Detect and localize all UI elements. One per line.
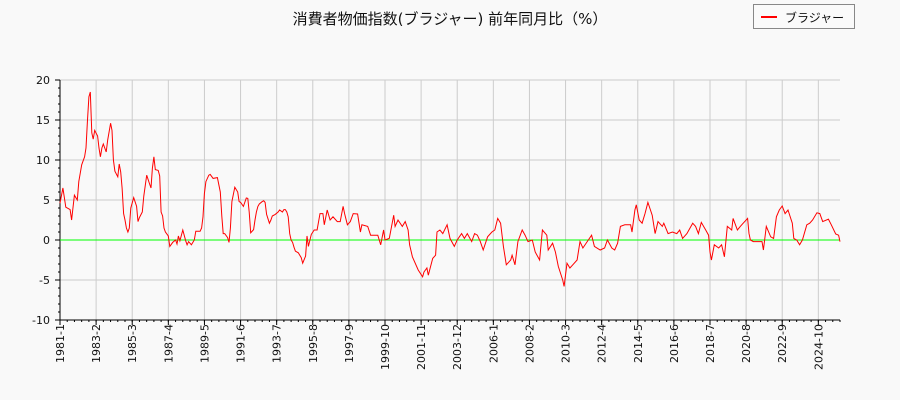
y-tick-label: 0: [43, 234, 50, 247]
x-tick-label: 2006-1: [487, 324, 500, 363]
y-tick-label: 15: [36, 114, 50, 127]
x-tick-label: 1985-3: [126, 324, 139, 363]
legend-label: ブラジャー: [785, 11, 845, 25]
x-tick-label: 2024-10: [812, 324, 825, 370]
x-tick-label: 2020-8: [740, 324, 753, 363]
x-tick-label: 2018-7: [704, 324, 717, 363]
x-tick-label: 1993-7: [271, 324, 284, 363]
grid: [59, 79, 840, 321]
x-tick-label: 1981-1: [54, 324, 67, 363]
y-tick-label: -10: [32, 314, 50, 327]
x-tick-label: 1987-4: [162, 324, 175, 363]
y-axis-ticks: -10 -5 0 5 10 15 20: [32, 74, 60, 327]
legend-swatch: [761, 16, 777, 18]
x-tick-label: 2022-9: [776, 324, 789, 363]
series-line-brassiere: [59, 91, 841, 287]
legend: ブラジャー: [753, 4, 855, 29]
x-axis-ticks: 1981-1 1983-2 1985-3 1987-4 1989-5 1991-6 1993…: [54, 320, 841, 370]
x-tick-label: 1999-10: [379, 324, 392, 370]
y-tick-label: -5: [39, 274, 50, 287]
x-tick-label: 1983-2: [90, 324, 103, 363]
x-tick-label: 2012-4: [596, 324, 609, 363]
x-tick-label: 1997-9: [343, 324, 356, 363]
chart-title: 消費者物価指数(ブラジャー) 前年同月比（%）: [293, 10, 608, 28]
y-tick-label: 5: [43, 194, 50, 207]
y-tick-label: 10: [36, 154, 50, 167]
x-tick-label: 2016-6: [668, 324, 681, 363]
x-tick-label: 2001-11: [415, 324, 428, 370]
x-tick-label: 2003-12: [451, 324, 464, 370]
x-tick-label: 1995-8: [307, 324, 320, 363]
x-tick-label: 1991-6: [235, 324, 248, 363]
x-tick-label: 2008-2: [523, 324, 536, 363]
x-tick-label: 2010-3: [560, 324, 573, 363]
y-tick-label: 20: [36, 74, 50, 87]
x-tick-label: 2014-5: [632, 324, 645, 363]
x-tick-label: 1989-5: [198, 324, 211, 363]
